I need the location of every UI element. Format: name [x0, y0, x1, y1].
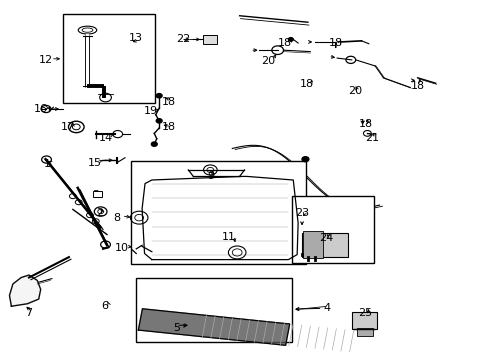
Circle shape	[288, 38, 293, 41]
Bar	[93, 192, 102, 197]
Text: 20: 20	[260, 56, 274, 66]
Text: 25: 25	[358, 309, 372, 318]
Bar	[302, 233, 347, 257]
Circle shape	[156, 119, 162, 123]
Text: 21: 21	[365, 133, 379, 143]
Text: 17: 17	[61, 122, 75, 132]
Text: 18: 18	[328, 38, 343, 48]
Polygon shape	[138, 309, 289, 345]
Circle shape	[151, 142, 157, 146]
Text: 20: 20	[348, 86, 362, 96]
Bar	[63, 14, 155, 103]
Text: 2: 2	[96, 208, 102, 218]
Ellipse shape	[78, 26, 97, 34]
Text: 19: 19	[143, 106, 158, 116]
Polygon shape	[9, 275, 41, 306]
Text: 18: 18	[277, 38, 291, 48]
Text: 18: 18	[358, 120, 372, 129]
Circle shape	[156, 94, 162, 98]
Text: 3: 3	[92, 190, 99, 200]
Text: 16: 16	[34, 104, 48, 114]
Text: 5: 5	[172, 323, 180, 333]
Bar	[356, 328, 372, 336]
Bar	[303, 231, 322, 258]
Text: 22: 22	[176, 35, 190, 44]
Bar	[136, 278, 292, 342]
Text: 18: 18	[162, 97, 176, 107]
Bar	[351, 312, 376, 329]
Text: 15: 15	[88, 158, 102, 168]
Text: 11: 11	[222, 232, 235, 242]
Ellipse shape	[82, 28, 93, 32]
Text: 18: 18	[410, 81, 424, 91]
Text: 6: 6	[101, 301, 108, 311]
Text: 14: 14	[98, 133, 112, 143]
Text: 9: 9	[206, 171, 213, 181]
Bar	[203, 35, 216, 44]
Text: 4: 4	[323, 303, 330, 314]
Circle shape	[302, 157, 308, 162]
Text: 12: 12	[39, 55, 53, 65]
Text: 10: 10	[114, 243, 128, 253]
Text: 7: 7	[25, 309, 33, 318]
Text: 18: 18	[299, 79, 313, 89]
Bar	[292, 196, 373, 263]
Bar	[131, 161, 305, 264]
Text: 24: 24	[319, 233, 333, 243]
Text: 23: 23	[294, 208, 308, 218]
Text: 18: 18	[162, 122, 176, 132]
Text: 13: 13	[129, 33, 143, 43]
Text: 1: 1	[43, 159, 50, 169]
Text: 8: 8	[113, 213, 120, 222]
